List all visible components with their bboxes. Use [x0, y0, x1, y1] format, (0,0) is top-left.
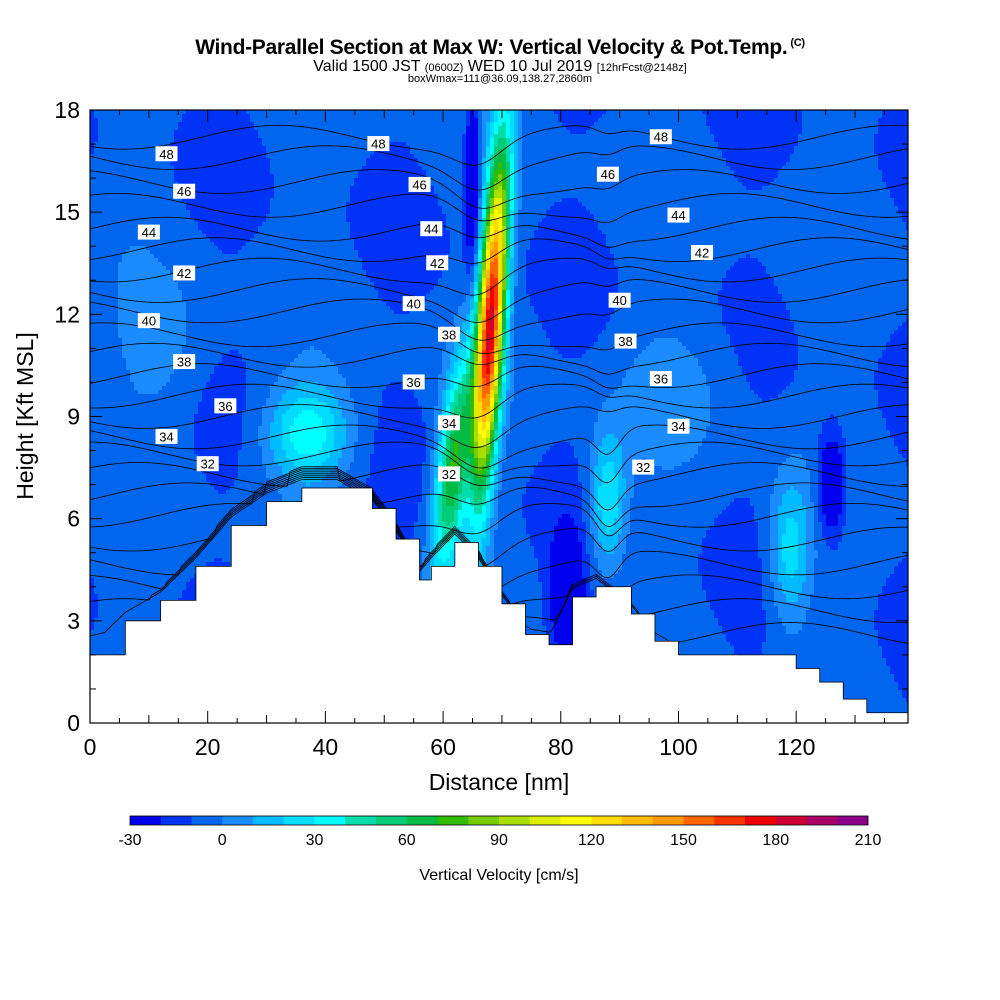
- theta-label: 40: [138, 313, 160, 329]
- theta-label: 36: [214, 398, 236, 414]
- x-tick-label: 40: [313, 734, 339, 760]
- y-tick-label: 12: [54, 301, 80, 327]
- colorbar-swatch: [776, 816, 807, 825]
- theta-label: 42: [173, 265, 195, 281]
- theta-label: 48: [367, 136, 389, 152]
- theta-label: 46: [173, 184, 195, 200]
- colorbar-swatch: [407, 816, 438, 825]
- colorbar-swatch: [438, 816, 469, 825]
- theta-label: 34: [156, 429, 178, 445]
- colorbar-swatch: [714, 816, 745, 825]
- colorbar-swatch: [499, 816, 530, 825]
- theta-label: 32: [632, 460, 654, 476]
- colorbar-swatch: [684, 816, 715, 825]
- colorbar-swatch: [376, 816, 407, 825]
- x-tick-label: 60: [430, 734, 456, 760]
- colorbar-swatch: [745, 816, 776, 825]
- theta-label: 34: [438, 415, 460, 431]
- theta-label: 48: [650, 129, 672, 145]
- theta-label: 38: [438, 327, 460, 343]
- x-tick-label: 20: [195, 734, 221, 760]
- colorbar-swatch: [653, 816, 684, 825]
- theta-label: 46: [409, 177, 431, 193]
- theta-label: 42: [691, 245, 713, 260]
- y-tick-label: 0: [67, 710, 80, 736]
- colorbar-swatch: [622, 816, 653, 825]
- colorbar-tick-label: 150: [670, 832, 697, 849]
- x-axis-label: Distance [nm]: [429, 769, 570, 795]
- y-axis-label: Height [Kft MSL]: [12, 332, 38, 499]
- colorbar-swatch: [468, 816, 499, 825]
- colorbar-swatch: [130, 816, 161, 825]
- colorbar-swatch: [530, 816, 561, 825]
- y-tick-label: 18: [54, 97, 80, 123]
- theta-label: 46: [597, 167, 619, 183]
- x-tick-label: 0: [84, 734, 97, 760]
- colorbar-swatch: [837, 816, 868, 825]
- colorbar-swatch: [807, 816, 838, 825]
- y-tick-label: 3: [67, 608, 80, 634]
- y-tick-label: 15: [54, 199, 80, 225]
- colorbar-swatch: [284, 816, 315, 825]
- theta-label: 36: [650, 371, 672, 387]
- colorbar-swatch: [591, 816, 622, 825]
- theta-label: 40: [609, 293, 631, 309]
- colorbar-swatch: [561, 816, 592, 825]
- colorbar-tick-label: 30: [306, 832, 324, 849]
- colorbar-tick-label: 180: [762, 832, 789, 849]
- colorbar-swatch: [192, 816, 223, 825]
- theta-label: 40: [403, 296, 425, 312]
- theta-label: 32: [438, 466, 460, 482]
- theta-label: 48: [156, 146, 178, 162]
- theta-label: 44: [138, 225, 160, 241]
- x-tick-label: 120: [777, 734, 815, 760]
- theta-label: 44: [667, 208, 689, 224]
- y-tick-label: 6: [67, 506, 80, 532]
- colorbar: -30 0 30 60 90 120 150 180 210: [118, 816, 881, 849]
- colorbar-label: Vertical Velocity [cm/s]: [419, 867, 578, 884]
- colorbar-swatch: [345, 816, 376, 825]
- theta-label: 34: [667, 419, 689, 435]
- colorbar-tick-label: 60: [398, 832, 416, 849]
- theta-label: 38: [173, 354, 195, 370]
- theta-label: 44: [420, 221, 442, 237]
- colorbar-tick-label: 210: [855, 832, 882, 849]
- colorbar-tick-label: -30: [118, 832, 141, 849]
- colorbar-swatch: [253, 816, 284, 825]
- theta-label: 32: [197, 456, 219, 472]
- colorbar-tick-label: 0: [218, 832, 227, 849]
- theta-label: 38: [615, 334, 637, 350]
- colorbar-tick-label: 90: [490, 832, 508, 849]
- colorbar-swatch: [222, 816, 253, 825]
- y-tick-label: 9: [67, 404, 80, 430]
- colorbar-swatch: [161, 816, 192, 825]
- x-tick-label: 80: [548, 734, 574, 760]
- colorbar-swatch: [315, 816, 346, 825]
- theta-label: 36: [403, 374, 425, 390]
- theta-label: 42: [426, 255, 448, 271]
- x-tick-label: 100: [659, 734, 697, 760]
- colorbar-tick-label: 120: [578, 832, 605, 849]
